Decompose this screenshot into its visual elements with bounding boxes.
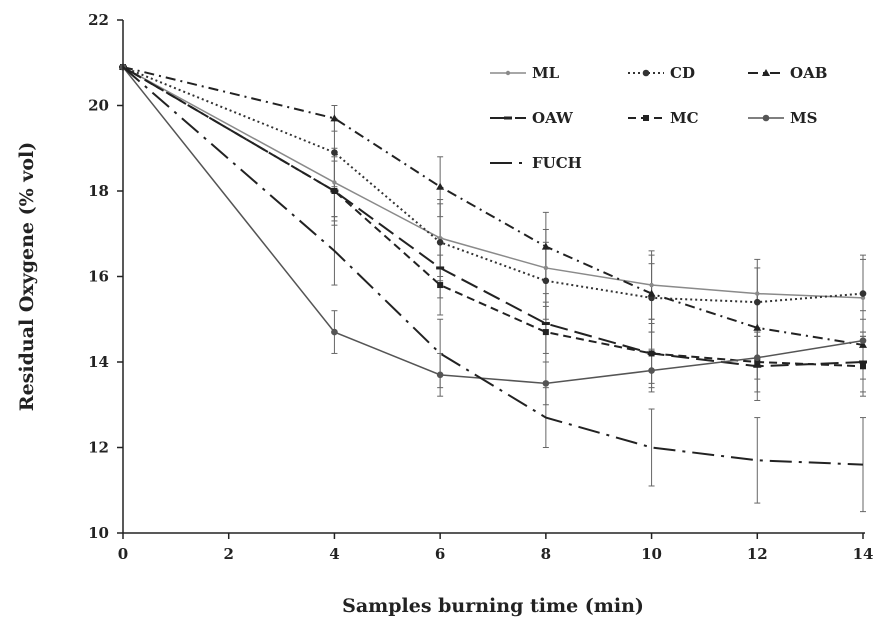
legend-label-ml: ML [532, 64, 560, 82]
data-point [504, 116, 512, 120]
x-tick-label: 12 [747, 545, 768, 563]
legend-label-fuch: FUCH [532, 154, 582, 172]
x-tick-label: 8 [541, 545, 551, 563]
legend-label-ms: MS [790, 109, 817, 127]
data-point [330, 114, 339, 122]
y-axis-title: Residual Oxygene (% vol) [16, 142, 38, 411]
axes [122, 20, 865, 534]
data-point [754, 359, 761, 365]
legend-label-oaw: OAW [532, 109, 574, 127]
x-ticks: 0 2 4 6 8 10 12 14 [118, 533, 874, 563]
data-point [436, 182, 445, 190]
y-tick-label: 14 [88, 353, 109, 371]
legend-label-oab: OAB [790, 64, 827, 82]
data-point [755, 291, 760, 296]
y-tick-label: 22 [88, 11, 109, 29]
x-tick-label: 10 [641, 545, 662, 563]
data-point [860, 363, 866, 370]
data-point [860, 295, 866, 301]
data-point [436, 371, 444, 379]
x-tick-label: 6 [435, 545, 445, 563]
data-point [647, 289, 656, 297]
data-point [331, 188, 338, 194]
y-tick-label: 10 [88, 524, 109, 542]
series-lines [119, 63, 867, 466]
data-point [762, 114, 770, 122]
y-ticks: 10 12 14 16 18 20 22 [88, 11, 123, 542]
data-point [505, 70, 511, 76]
data-point [859, 290, 867, 297]
x-tick-label: 2 [223, 545, 233, 563]
y-tick-label: 20 [88, 97, 109, 115]
data-point [753, 323, 762, 331]
series-line-cd [122, 66, 864, 304]
error-bars [331, 105, 866, 513]
data-point [331, 149, 338, 156]
y-tick-label: 18 [88, 182, 109, 200]
y-tick-label: 16 [88, 268, 109, 286]
legend-label-cd: CD [670, 64, 695, 82]
data-point [859, 360, 867, 364]
data-point [436, 239, 444, 246]
data-point [437, 282, 444, 289]
data-point [642, 69, 650, 77]
data-point [643, 115, 649, 121]
series-line-ml [122, 66, 864, 299]
data-point [648, 350, 655, 357]
data-point [648, 367, 655, 374]
data-point [859, 337, 867, 344]
series-line-fuch [122, 66, 864, 466]
data-point [542, 329, 549, 336]
data-point [753, 354, 761, 362]
data-point [543, 265, 549, 271]
data-point [331, 328, 338, 336]
data-point [332, 180, 337, 185]
data-point [859, 340, 867, 348]
data-point [437, 235, 443, 241]
x-tick-label: 14 [853, 545, 874, 563]
x-axis-title: Samples burning time (min) [342, 595, 644, 617]
data-point [762, 69, 770, 76]
y-tick-label: 12 [88, 439, 109, 457]
data-point [542, 277, 550, 285]
data-point [436, 266, 445, 270]
data-point [541, 242, 550, 250]
data-point [753, 364, 762, 368]
legend-label-mc: MC [670, 109, 699, 127]
data-point [541, 322, 550, 326]
series-line-ms [122, 66, 864, 385]
data-point [753, 298, 761, 306]
data-point [649, 282, 654, 288]
x-tick-label: 0 [118, 545, 128, 563]
x-tick-label: 4 [329, 545, 339, 563]
data-point [542, 380, 550, 387]
legend: ML CD OAB OAW MC MS FUCH [490, 64, 827, 172]
